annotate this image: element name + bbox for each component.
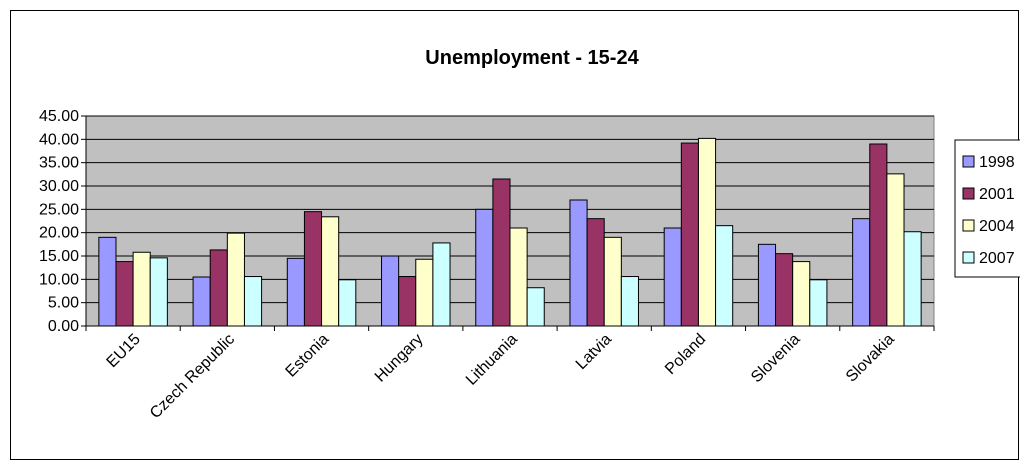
x-tick-label: Estonia: [283, 331, 333, 381]
chart-frame: Unemployment - 15-24 0.00 5.00 10.00 15.00 2…: [10, 10, 1020, 460]
x-tick-label: Hungary: [372, 331, 427, 386]
y-tick-label: 0.00: [48, 318, 79, 335]
legend-label: 2004: [979, 218, 1015, 235]
bar: [475, 208, 494, 327]
bar: [903, 231, 922, 327]
bar: [243, 276, 263, 327]
bar: [381, 255, 400, 327]
bar: [338, 279, 357, 327]
y-tick-label: 15.00: [39, 248, 79, 265]
bar: [680, 142, 699, 327]
chart-title: Unemployment - 15-24: [425, 47, 639, 69]
x-tick-label: Czech Republic: [147, 331, 238, 422]
x-tick-label: Poland: [662, 331, 709, 378]
y-tick-label: 5.00: [48, 295, 79, 312]
legend-swatch: [962, 187, 975, 200]
bar: [852, 218, 871, 327]
bar: [509, 227, 528, 327]
bar: [209, 249, 228, 327]
y-tick-label: 20.00: [39, 225, 79, 242]
bar: [398, 276, 417, 327]
x-tick-label: Latvia: [573, 331, 615, 373]
bar: [886, 173, 905, 327]
bar: [286, 257, 305, 327]
bar: [226, 232, 245, 327]
plot-area: 0.00 5.00 10.00 15.00 20.00 25.00 30.00 35.00 40…: [39, 108, 935, 422]
bar: [492, 178, 511, 327]
y-tick-label: 35.00: [39, 155, 79, 172]
bar: [526, 287, 545, 327]
bar: [603, 236, 622, 327]
legend-label: 2001: [979, 186, 1015, 203]
bar: [792, 261, 811, 327]
legend-label: 1998: [979, 154, 1015, 171]
bar: [775, 253, 794, 327]
bar: [697, 137, 717, 327]
bar: [757, 243, 777, 327]
y-tick-label: 10.00: [39, 271, 79, 288]
bar: [132, 251, 151, 327]
y-tick-label: 30.00: [39, 178, 79, 195]
legend: 1998 2001 2004 2007: [954, 139, 1020, 278]
bar: [715, 225, 734, 327]
unemployment-chart: Unemployment - 15-24 0.00 5.00 10.00 15.00 2…: [39, 47, 1020, 422]
bar: [321, 216, 340, 327]
bar: [415, 258, 434, 327]
bar: [663, 227, 682, 327]
bar: [192, 276, 211, 327]
x-tick-label: Slovenia: [748, 331, 803, 386]
legend-swatch: [962, 219, 975, 232]
y-tick-label: 40.00: [39, 131, 79, 148]
legend-label: 2007: [979, 250, 1015, 267]
bar: [809, 279, 828, 327]
y-tick-label: 45.00: [39, 108, 79, 125]
legend-swatch: [962, 155, 975, 168]
bar: [149, 257, 168, 327]
bar: [569, 199, 588, 327]
bar: [620, 276, 639, 327]
bar: [98, 236, 117, 327]
bar: [303, 211, 323, 327]
bar: [586, 218, 605, 327]
x-tick-label: EU15: [104, 331, 144, 371]
bar: [115, 261, 134, 327]
bar: [869, 143, 888, 327]
y-tick-label: 25.00: [39, 201, 79, 218]
x-tick-label: Lithuania: [463, 331, 521, 389]
bar: [432, 242, 451, 327]
legend-swatch: [962, 251, 975, 264]
x-tick-label: Slovakia: [843, 331, 898, 386]
